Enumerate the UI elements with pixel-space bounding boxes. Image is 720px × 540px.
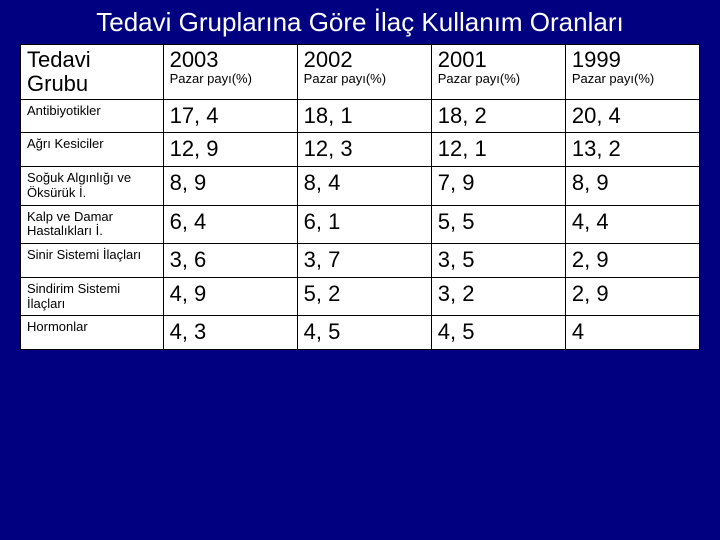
- cell-value: 18, 2: [431, 100, 565, 133]
- table-row: Ağrı Kesiciler 12, 9 12, 3 12, 1 13, 2: [21, 133, 700, 166]
- table-row: Soğuk Algınlığı ve Öksürük İ. 8, 9 8, 4 …: [21, 166, 700, 205]
- cell-value: 5, 5: [431, 205, 565, 244]
- row-label: Soğuk Algınlığı ve Öksürük İ.: [21, 166, 164, 205]
- col-header-cell: 2001 Pazar payı(%): [431, 44, 565, 99]
- cell-value: 8, 4: [297, 166, 431, 205]
- col-year: 1999: [572, 48, 693, 72]
- row-label: Kalp ve Damar Hastalıkları İ.: [21, 205, 164, 244]
- cell-value: 4, 5: [297, 316, 431, 349]
- cell-value: 12, 3: [297, 133, 431, 166]
- cell-value: 20, 4: [565, 100, 699, 133]
- row-header-main: Tedavi Grubu: [27, 48, 157, 96]
- cell-value: 4, 5: [431, 316, 565, 349]
- cell-value: 2, 9: [565, 244, 699, 277]
- cell-value: 3, 6: [163, 244, 297, 277]
- slide: Tedavi Gruplarına Göre İlaç Kullanım Ora…: [0, 0, 720, 540]
- cell-value: 2, 9: [565, 277, 699, 316]
- row-label: Ağrı Kesiciler: [21, 133, 164, 166]
- table-row: Antibiyotikler 17, 4 18, 1 18, 2 20, 4: [21, 100, 700, 133]
- cell-value: 8, 9: [163, 166, 297, 205]
- col-sub: Pazar payı(%): [304, 72, 425, 86]
- row-label: Hormonlar: [21, 316, 164, 349]
- cell-value: 7, 9: [431, 166, 565, 205]
- cell-value: 17, 4: [163, 100, 297, 133]
- col-year: 2002: [304, 48, 425, 72]
- cell-value: 5, 2: [297, 277, 431, 316]
- table-row: Sindirim Sistemi İlaçları 4, 9 5, 2 3, 2…: [21, 277, 700, 316]
- table-header-row: Tedavi Grubu 2003 Pazar payı(%) 2002 Paz…: [21, 44, 700, 99]
- table-row: Hormonlar 4, 3 4, 5 4, 5 4: [21, 316, 700, 349]
- col-year: 2001: [438, 48, 559, 72]
- slide-title: Tedavi Gruplarına Göre İlaç Kullanım Ora…: [0, 0, 720, 44]
- cell-value: 6, 4: [163, 205, 297, 244]
- row-label: Antibiyotikler: [21, 100, 164, 133]
- cell-value: 12, 9: [163, 133, 297, 166]
- cell-value: 6, 1: [297, 205, 431, 244]
- col-sub: Pazar payı(%): [438, 72, 559, 86]
- cell-value: 18, 1: [297, 100, 431, 133]
- cell-value: 4, 9: [163, 277, 297, 316]
- col-sub: Pazar payı(%): [572, 72, 693, 86]
- col-year: 2003: [170, 48, 291, 72]
- cell-value: 3, 5: [431, 244, 565, 277]
- table-row: Kalp ve Damar Hastalıkları İ. 6, 4 6, 1 …: [21, 205, 700, 244]
- col-sub: Pazar payı(%): [170, 72, 291, 86]
- row-header-cell: Tedavi Grubu: [21, 44, 164, 99]
- cell-value: 13, 2: [565, 133, 699, 166]
- col-header-cell: 1999 Pazar payı(%): [565, 44, 699, 99]
- col-header-cell: 2002 Pazar payı(%): [297, 44, 431, 99]
- cell-value: 3, 2: [431, 277, 565, 316]
- table-container: Tedavi Grubu 2003 Pazar payı(%) 2002 Paz…: [0, 44, 720, 540]
- row-label: Sinir Sistemi İlaçları: [21, 244, 164, 277]
- cell-value: 8, 9: [565, 166, 699, 205]
- table-row: Sinir Sistemi İlaçları 3, 6 3, 7 3, 5 2,…: [21, 244, 700, 277]
- row-label: Sindirim Sistemi İlaçları: [21, 277, 164, 316]
- cell-value: 12, 1: [431, 133, 565, 166]
- cell-value: 4, 3: [163, 316, 297, 349]
- data-table: Tedavi Grubu 2003 Pazar payı(%) 2002 Paz…: [20, 44, 700, 350]
- cell-value: 4: [565, 316, 699, 349]
- col-header-cell: 2003 Pazar payı(%): [163, 44, 297, 99]
- cell-value: 4, 4: [565, 205, 699, 244]
- cell-value: 3, 7: [297, 244, 431, 277]
